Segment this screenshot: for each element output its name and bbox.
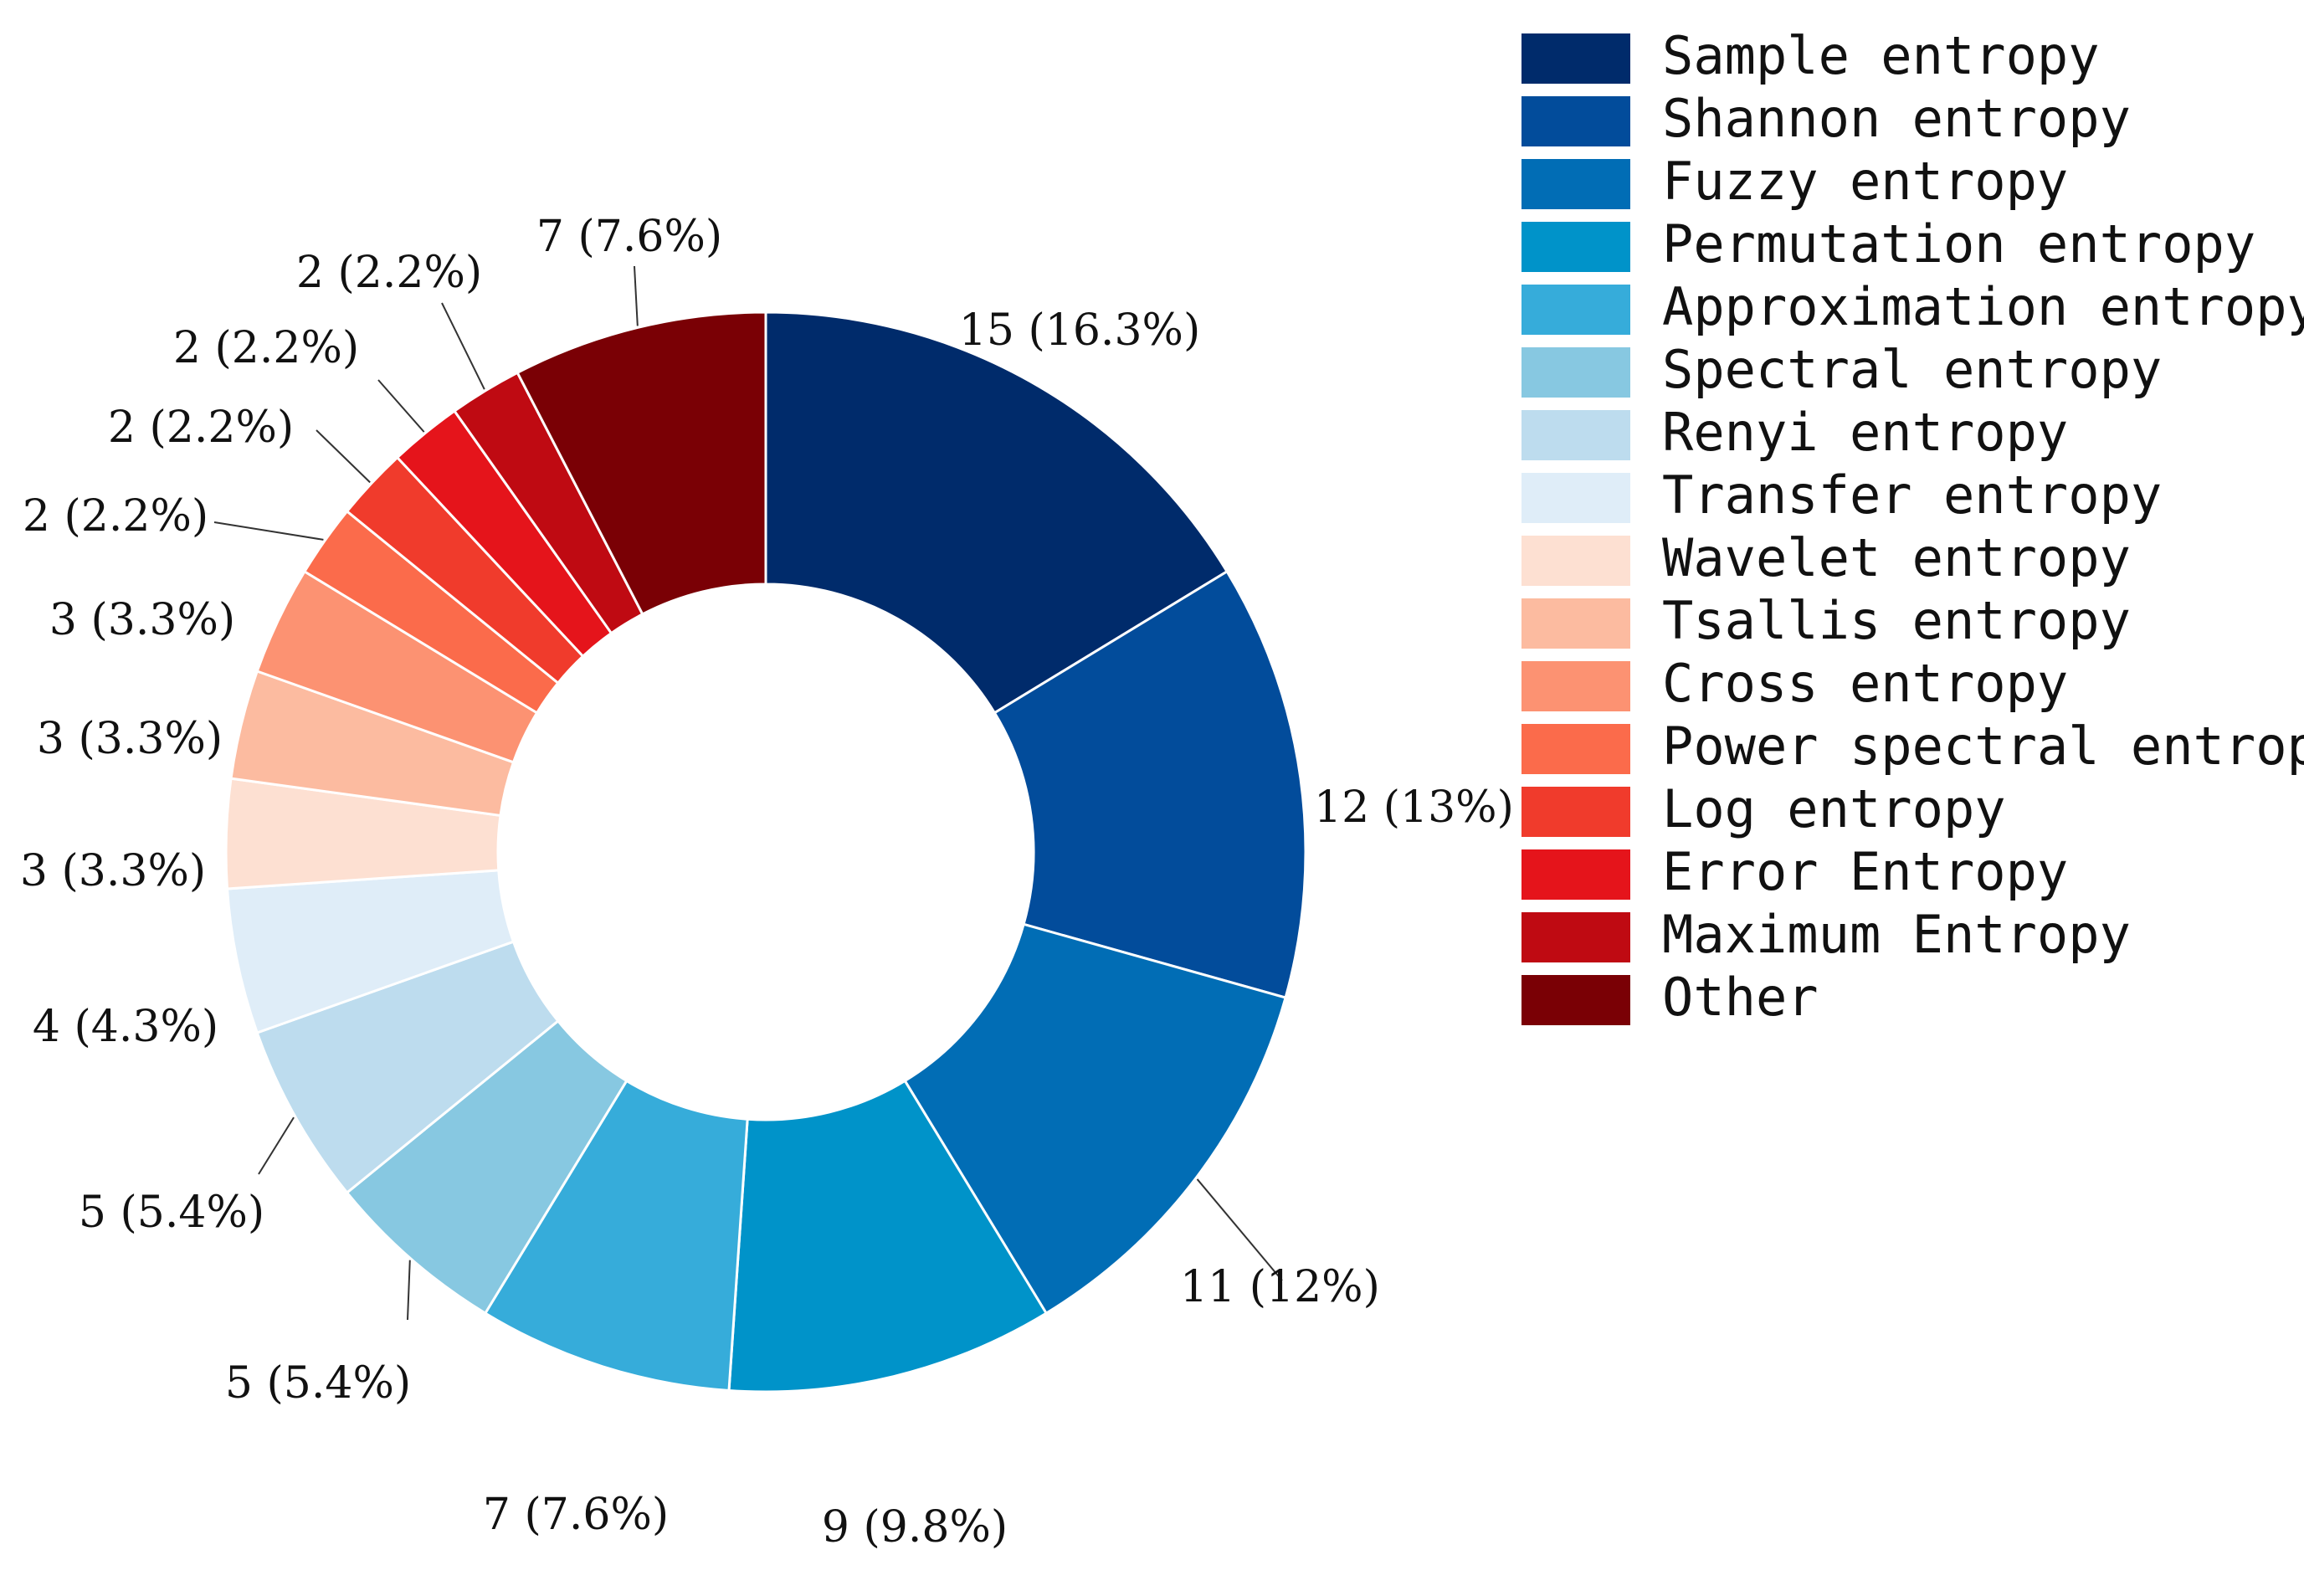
- data-label-spectral-entropy: 5 (5.4%): [225, 1358, 411, 1409]
- legend-item-sample-entropy: Sample entropy: [1521, 25, 2100, 86]
- slices-group: [224, 310, 1307, 1393]
- data-label-other: 7 (7.6%): [536, 212, 722, 262]
- legend-item-cross-entropy: Cross entropy: [1521, 653, 2068, 714]
- legend-label-error-entropy: Error Entropy: [1662, 841, 2068, 902]
- data-label-maximum-entropy: 2 (2.2%): [296, 248, 482, 298]
- legend-label-spectral-entropy: Spectral entropy: [1662, 339, 2162, 400]
- slice-fuzzy-entropy: [903, 922, 1287, 1316]
- data-label-approximation-entropy: 7 (7.6%): [483, 1490, 669, 1540]
- legend-label-tsallis-entropy: Tsallis entropy: [1662, 590, 2131, 651]
- data-label-power-spectral-entropy: 2 (2.2%): [23, 491, 208, 541]
- legend-label-shannon-entropy: Shannon entropy: [1662, 88, 2131, 149]
- legend-item-error-entropy: Error Entropy: [1521, 841, 2068, 902]
- legend-label-fuzzy-entropy: Fuzzy entropy: [1662, 151, 2068, 212]
- data-label-fuzzy-entropy: 11 (12%): [1180, 1262, 1380, 1312]
- legend-swatch-other: [1521, 975, 1630, 1025]
- legend-item-fuzzy-entropy: Fuzzy entropy: [1521, 151, 2068, 212]
- legend-item-renyi-entropy: Renyi entropy: [1521, 402, 2068, 463]
- leader-line-spectral-entropy: [407, 1260, 411, 1321]
- legend-item-other: Other: [1521, 967, 1819, 1028]
- legend-swatch-maximum-entropy: [1521, 912, 1630, 962]
- slice-sample-entropy: [764, 310, 1229, 715]
- legend-label-transfer-entropy: Transfer entropy: [1662, 464, 2162, 526]
- legend-label-power-spectral-entropy: Power spectral entropy: [1662, 716, 2304, 777]
- data-label-log-entropy: 2 (2.2%): [108, 403, 294, 453]
- leader-line-other: [634, 265, 639, 326]
- legend-label-approximation-entropy: Approximation entropy: [1662, 276, 2304, 337]
- leader-line-fuzzy-entropy: [1196, 1178, 1283, 1281]
- legend-item-maximum-entropy: Maximum Entropy: [1521, 904, 2131, 965]
- legend-item-spectral-entropy: Spectral entropy: [1521, 339, 2162, 400]
- legend-swatch-permutation-entropy: [1521, 222, 1630, 272]
- leader-line-maximum-entropy: [441, 302, 485, 390]
- slice-shannon-entropy: [993, 569, 1307, 999]
- legend-swatch-fuzzy-entropy: [1521, 159, 1630, 209]
- legend-swatch-error-entropy: [1521, 849, 1630, 900]
- legend-swatch-renyi-entropy: [1521, 410, 1630, 460]
- data-label-tsallis-entropy: 3 (3.3%): [37, 714, 223, 764]
- data-label-renyi-entropy: 5 (5.4%): [79, 1188, 264, 1238]
- data-label-sample-entropy: 15 (16.3%): [959, 305, 1200, 356]
- legend-item-shannon-entropy: Shannon entropy: [1521, 88, 2131, 149]
- legend-swatch-spectral-entropy: [1521, 347, 1630, 398]
- leader-lines-group: [213, 265, 1283, 1321]
- data-label-error-entropy: 2 (2.2%): [173, 323, 359, 373]
- leader-line-error-entropy: [377, 379, 425, 433]
- legend-item-tsallis-entropy: Tsallis entropy: [1521, 590, 2131, 651]
- legend-label-log-entropy: Log entropy: [1662, 778, 2006, 839]
- legend-item-power-spectral-entropy: Power spectral entropy: [1521, 716, 2304, 777]
- legend-swatch-transfer-entropy: [1521, 473, 1630, 523]
- legend-swatch-tsallis-entropy: [1521, 598, 1630, 649]
- legend-item-approximation-entropy: Approximation entropy: [1521, 276, 2304, 337]
- legend-item-transfer-entropy: Transfer entropy: [1521, 464, 2162, 526]
- legend-swatch-cross-entropy: [1521, 661, 1630, 711]
- legend-label-wavelet-entropy: Wavelet entropy: [1662, 527, 2131, 588]
- legend-label-sample-entropy: Sample entropy: [1662, 25, 2100, 86]
- legend-swatch-power-spectral-entropy: [1521, 724, 1630, 774]
- data-label-permutation-entropy: 9 (9.8%): [822, 1502, 1008, 1552]
- slice-permutation-entropy: [727, 1079, 1049, 1393]
- data-label-shannon-entropy: 12 (13%): [1314, 783, 1514, 833]
- leader-line-renyi-entropy: [258, 1116, 295, 1175]
- slice-other: [516, 310, 767, 616]
- legend-swatch-log-entropy: [1521, 787, 1630, 837]
- data-label-transfer-entropy: 4 (4.3%): [33, 1002, 218, 1052]
- legend-swatch-shannon-entropy: [1521, 96, 1630, 146]
- data-label-cross-entropy: 3 (3.3%): [49, 595, 235, 645]
- legend-swatch-approximation-entropy: [1521, 285, 1630, 335]
- legend-label-cross-entropy: Cross entropy: [1662, 653, 2068, 714]
- legend-label-maximum-entropy: Maximum Entropy: [1662, 904, 2131, 965]
- legend-item-permutation-entropy: Permutation entropy: [1521, 213, 2255, 275]
- legend-item-wavelet-entropy: Wavelet entropy: [1521, 527, 2131, 588]
- data-label-wavelet-entropy: 3 (3.3%): [20, 846, 206, 896]
- slice-labels-group: 15 (16.3%) 12 (13%) 11 (12%) 9 (9.8%) 7 (7.6…: [20, 212, 1514, 1552]
- leader-line-log-entropy: [316, 429, 371, 484]
- legend-label-permutation-entropy: Permutation entropy: [1662, 213, 2255, 275]
- legend-label-other: Other: [1662, 967, 1819, 1028]
- legend-item-log-entropy: Log entropy: [1521, 778, 2006, 839]
- legend-swatch-sample-entropy: [1521, 33, 1630, 84]
- leader-line-power-spectral-entropy: [213, 521, 324, 541]
- legend-swatch-wavelet-entropy: [1521, 536, 1630, 586]
- legend-label-renyi-entropy: Renyi entropy: [1662, 402, 2068, 463]
